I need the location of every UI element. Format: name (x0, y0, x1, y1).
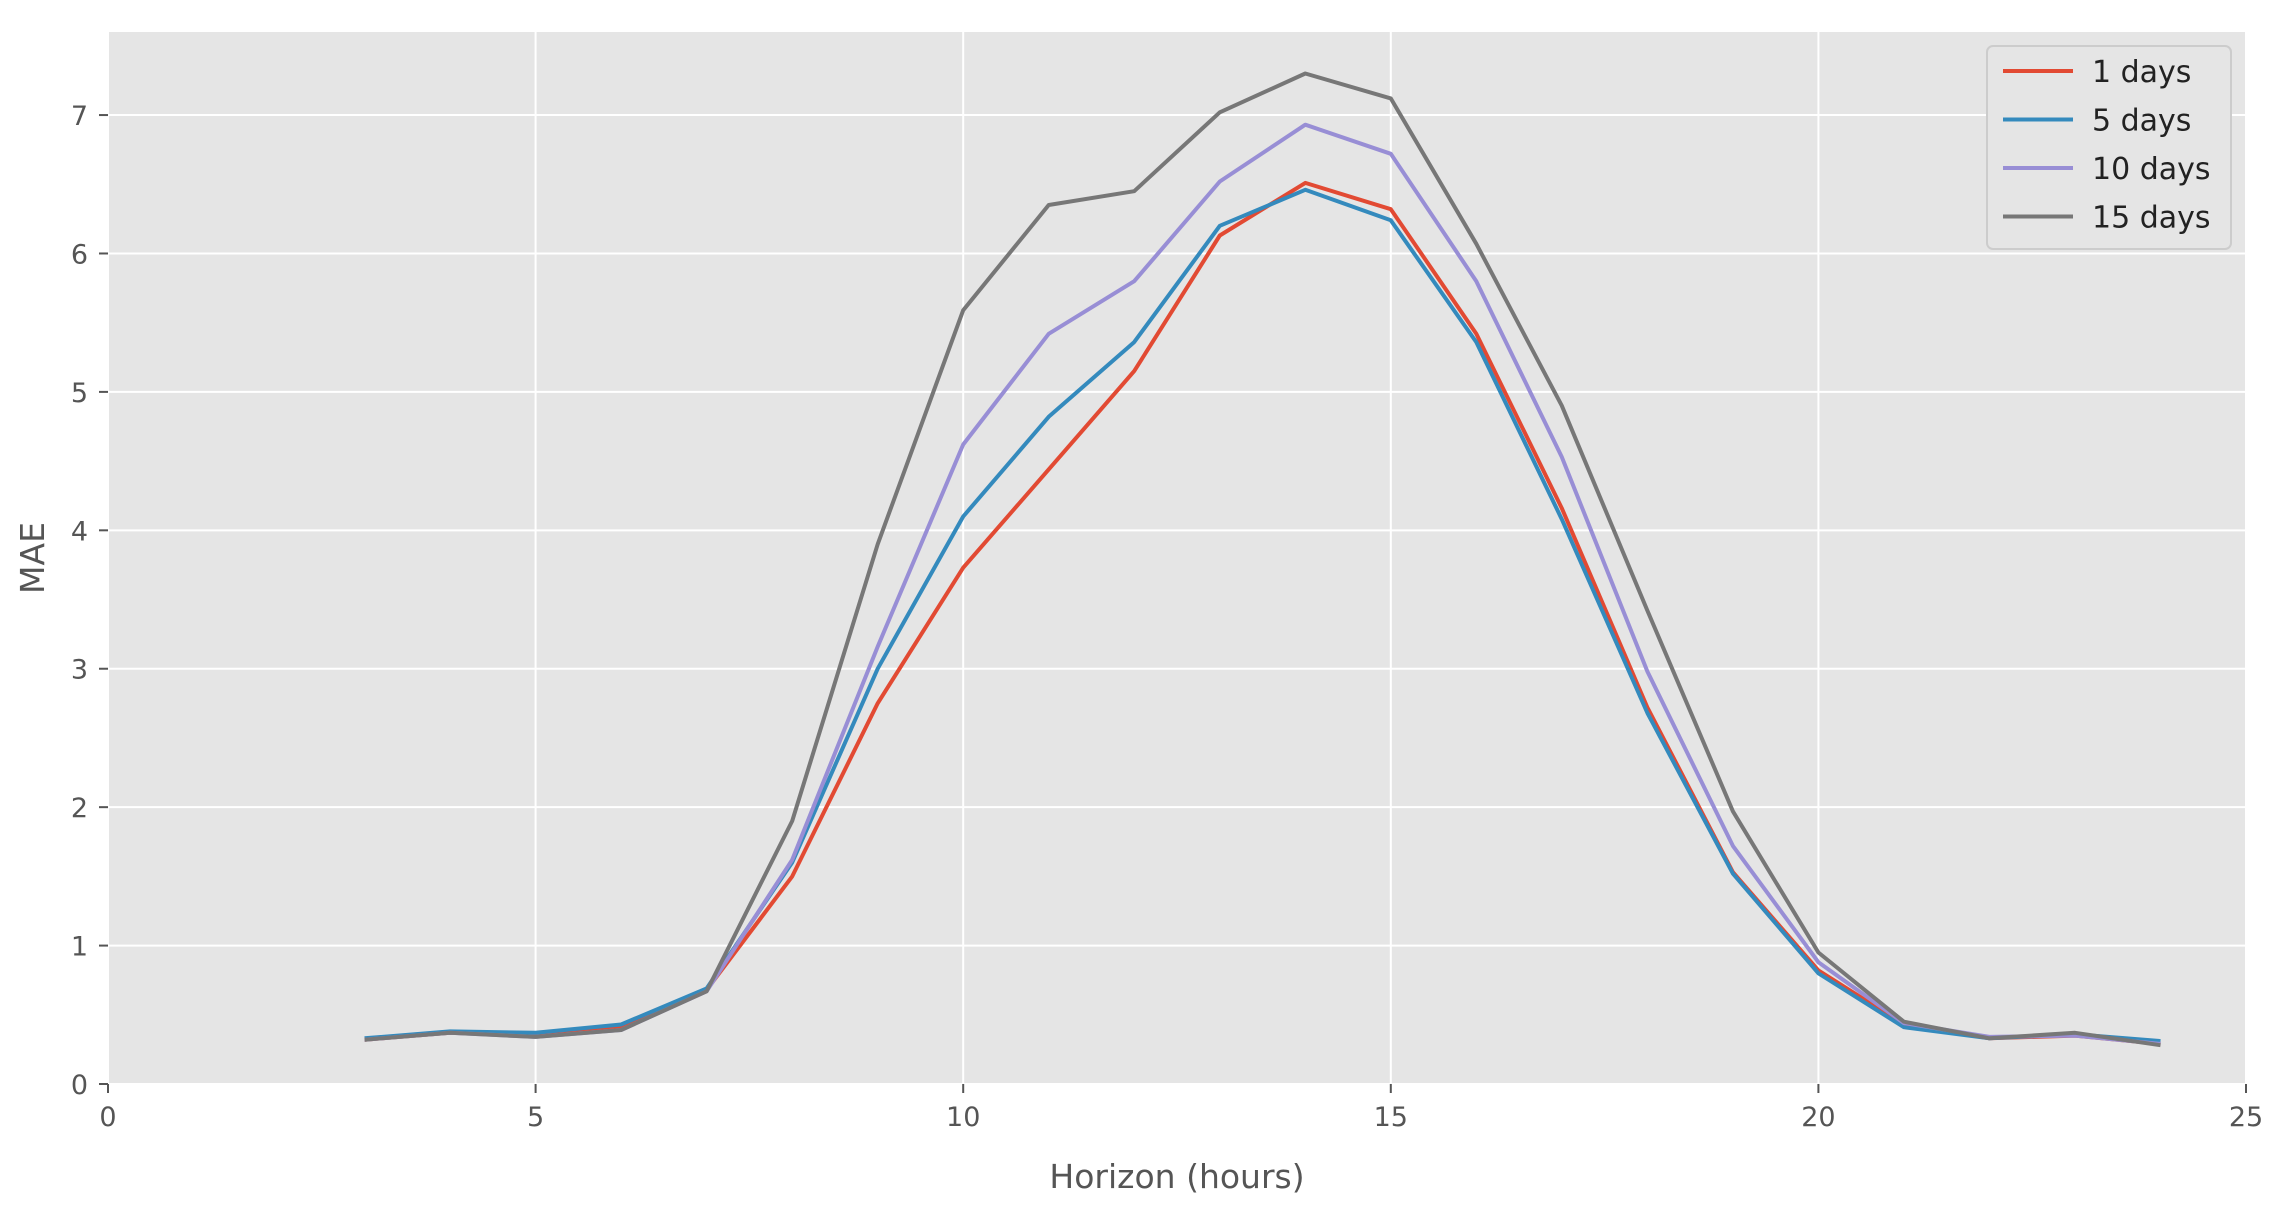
x-axis-label: Horizon (hours) (1049, 1157, 1304, 1196)
y-tick-label: 5 (71, 378, 88, 409)
y-tick-label: 0 (71, 1070, 88, 1101)
y-tick-label: 2 (71, 793, 88, 824)
y-tick-label: 3 (71, 655, 88, 686)
axis-ticks: 0 1 2 3 4 5 6 7 0 5 10 15 20 25 (71, 101, 2263, 1133)
y-tick-label: 4 (71, 516, 88, 547)
legend-label: 5 days (2092, 104, 2191, 139)
x-tick-label: 15 (1374, 1102, 1408, 1133)
x-tick-label: 5 (527, 1102, 544, 1133)
x-tick-label: 25 (2229, 1102, 2263, 1133)
plot-background (108, 32, 2246, 1084)
y-tick-label: 1 (71, 932, 88, 963)
x-tick-label: 0 (99, 1102, 116, 1133)
legend-label: 10 days (2092, 152, 2211, 187)
y-axis-label: MAE (13, 522, 52, 594)
legend: 1 days 5 days 10 days 15 days (1986, 45, 2232, 250)
y-tick-label: 6 (71, 239, 88, 270)
series-line-5-days (364, 187, 2161, 1044)
x-tick-label: 10 (946, 1102, 980, 1133)
x-tick-label: 20 (1801, 1102, 1835, 1133)
legend-box (1986, 45, 2232, 250)
series-line-15-days (364, 71, 2161, 1048)
data-series (364, 71, 2161, 1048)
legend-label: 15 days (2092, 201, 2211, 236)
legend-label: 1 days (2092, 55, 2191, 90)
y-tick-label: 7 (71, 101, 88, 132)
